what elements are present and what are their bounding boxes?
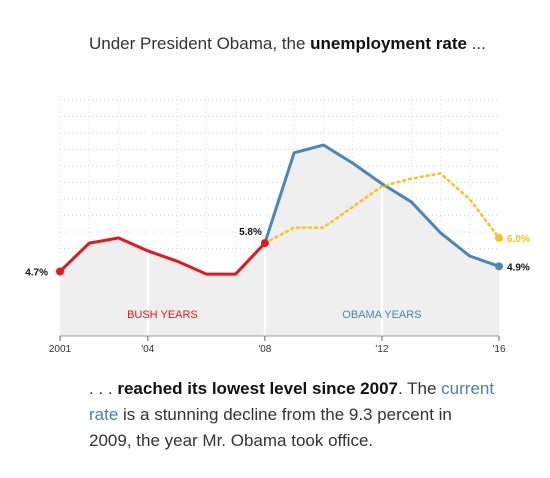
start-point [56,267,64,276]
footer-middle: . The [398,379,442,398]
footer-prefix: . . . [89,379,118,398]
projection-end-point [495,233,503,242]
chart-area [60,145,499,336]
data-label: 6.0% [507,234,530,245]
chart-points [56,233,503,276]
x-tick-label: '16 [492,344,505,355]
chart-data-labels: 4.7% 5.8% 6.0% 4.9% [25,227,530,278]
obama-series-line [263,143,501,268]
footer-bold: reached its lowest level since 2007 [117,379,399,398]
bush-series-line [58,236,267,276]
headline: Under President Obama, the unemployment … [89,31,509,57]
data-label: 5.8% [239,227,262,238]
x-tick-label: '04 [141,344,154,355]
footer-text: . . . reached its lowest level since 200… [89,376,499,454]
x-axis: 2001 '04 '08 '12 '16 [49,335,506,355]
headline-suffix: ... [466,34,486,53]
transition-point [260,239,269,248]
data-label: 4.9% [507,262,530,273]
x-tick-label: '12 [375,344,388,355]
era-label: OBAMA YEARS [342,309,421,321]
footer-suffix: is a stunning decline from the 9.3 perce… [89,405,452,450]
era-labels: BUSH YEARS OBAMA YEARS [127,309,421,321]
x-tick-label: '08 [258,344,271,355]
obama-end-point [495,262,503,271]
headline-prefix: Under President Obama, the [89,34,311,53]
current-rate-link[interactable]: current rate [89,379,495,424]
data-label: 4.7% [25,267,48,278]
x-tick-label: 2001 [49,344,72,355]
era-divider-lines [146,96,383,336]
headline-bold: unemployment rate [310,34,467,53]
era-label: BUSH YEARS [127,309,198,321]
projection-series-line [263,172,501,245]
chart-series [58,143,501,276]
